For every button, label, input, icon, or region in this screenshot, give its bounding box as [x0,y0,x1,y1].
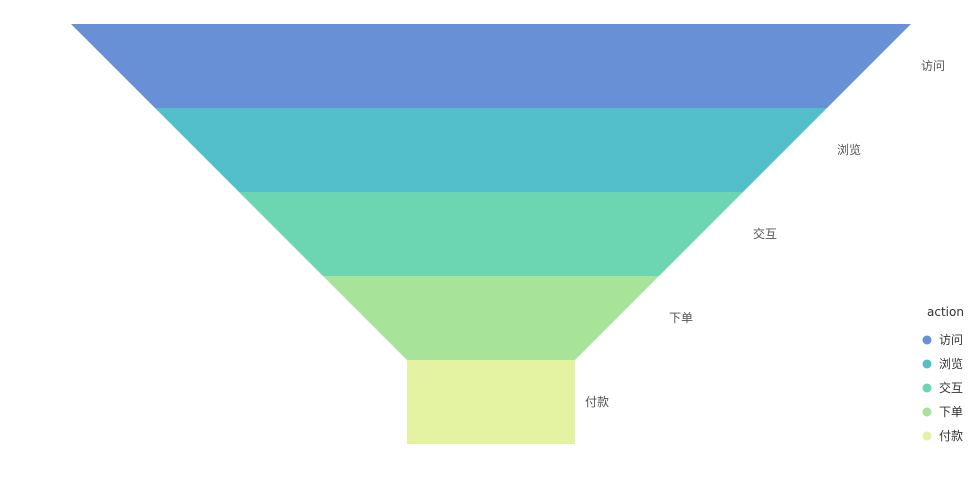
funnel-segment-2 [155,108,827,192]
legend-title: action [927,305,964,319]
legend-label-1: 访问 [939,333,963,347]
legend-marker-4 [922,407,932,417]
legend-marker-3 [922,383,932,393]
funnel-label-5: 付款 [585,395,609,409]
legend-marker-2 [922,359,932,369]
funnel-label-2: 浏览 [837,142,861,157]
legend-item-1[interactable]: 访问 [922,333,964,347]
legend-item-5[interactable]: 付款 [922,429,964,443]
legend-item-4[interactable]: 下单 [922,405,964,419]
legend-label-5: 付款 [939,429,963,443]
funnel-segment-4 [323,276,659,360]
funnel-segment-5 [407,360,575,444]
legend-marker-1 [922,335,932,345]
legend-item-2[interactable]: 浏览 [922,356,964,371]
funnel-segment-3 [239,192,743,276]
legend-label-3: 交互 [939,380,963,395]
funnel-label-4: 下单 [669,311,693,325]
funnel-layer [71,24,911,444]
legend-marker-5 [922,431,932,441]
funnel-label-3: 交互 [753,226,777,241]
funnel-label-1: 访问 [921,59,945,73]
legend-label-2: 浏览 [939,356,963,371]
funnel-segment-1 [71,24,911,108]
legend-label-4: 下单 [939,405,963,419]
legend-item-3[interactable]: 交互 [922,380,964,395]
